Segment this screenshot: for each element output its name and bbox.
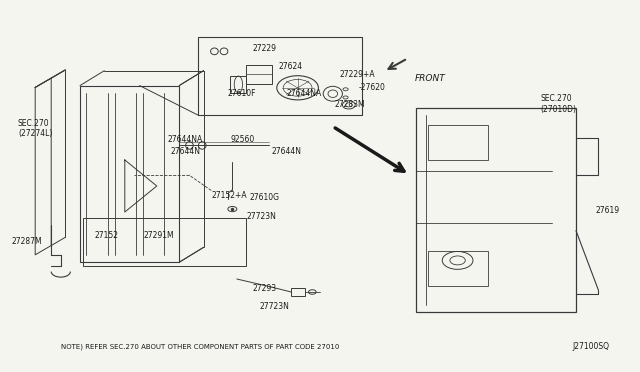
Text: 27229+A: 27229+A xyxy=(339,70,375,79)
Text: 27619: 27619 xyxy=(595,206,620,215)
Text: 27644NA: 27644NA xyxy=(287,89,322,98)
Text: 27293: 27293 xyxy=(253,284,277,293)
Text: 27644N: 27644N xyxy=(272,147,302,156)
Text: 27610G: 27610G xyxy=(250,193,280,202)
Text: NOTE) REFER SEC.270 ABOUT OTHER COMPONENT PARTS OF PART CODE 27010: NOTE) REFER SEC.270 ABOUT OTHER COMPONEN… xyxy=(61,343,339,350)
Bar xyxy=(416,108,576,312)
Bar xyxy=(198,37,362,115)
Text: 27644NA: 27644NA xyxy=(168,135,203,144)
Bar xyxy=(428,125,488,160)
Text: SEC.270
(27274L): SEC.270 (27274L) xyxy=(18,119,52,138)
Bar xyxy=(80,86,179,262)
Text: 92560: 92560 xyxy=(230,135,255,144)
Bar xyxy=(83,218,246,266)
Text: 27644N: 27644N xyxy=(171,147,201,156)
Text: 27229: 27229 xyxy=(253,44,277,53)
Text: FRONT: FRONT xyxy=(415,74,445,83)
Text: J27100SQ: J27100SQ xyxy=(573,342,610,351)
Bar xyxy=(230,76,246,93)
Text: 27610F: 27610F xyxy=(227,89,256,98)
Text: 27152: 27152 xyxy=(95,231,119,240)
Text: -27620: -27620 xyxy=(358,83,385,92)
Text: 27723N: 27723N xyxy=(259,302,289,311)
Bar xyxy=(291,288,305,296)
Text: 27287M: 27287M xyxy=(12,237,42,246)
Bar xyxy=(428,251,488,286)
Text: 27291M: 27291M xyxy=(144,231,175,240)
Text: 27723N: 27723N xyxy=(246,212,276,221)
Text: SEC.270
(27010D): SEC.270 (27010D) xyxy=(541,94,577,114)
Text: 27624: 27624 xyxy=(278,62,303,71)
Text: 27152+A: 27152+A xyxy=(211,191,247,200)
Bar xyxy=(246,65,272,84)
Text: 27283M: 27283M xyxy=(334,100,365,109)
